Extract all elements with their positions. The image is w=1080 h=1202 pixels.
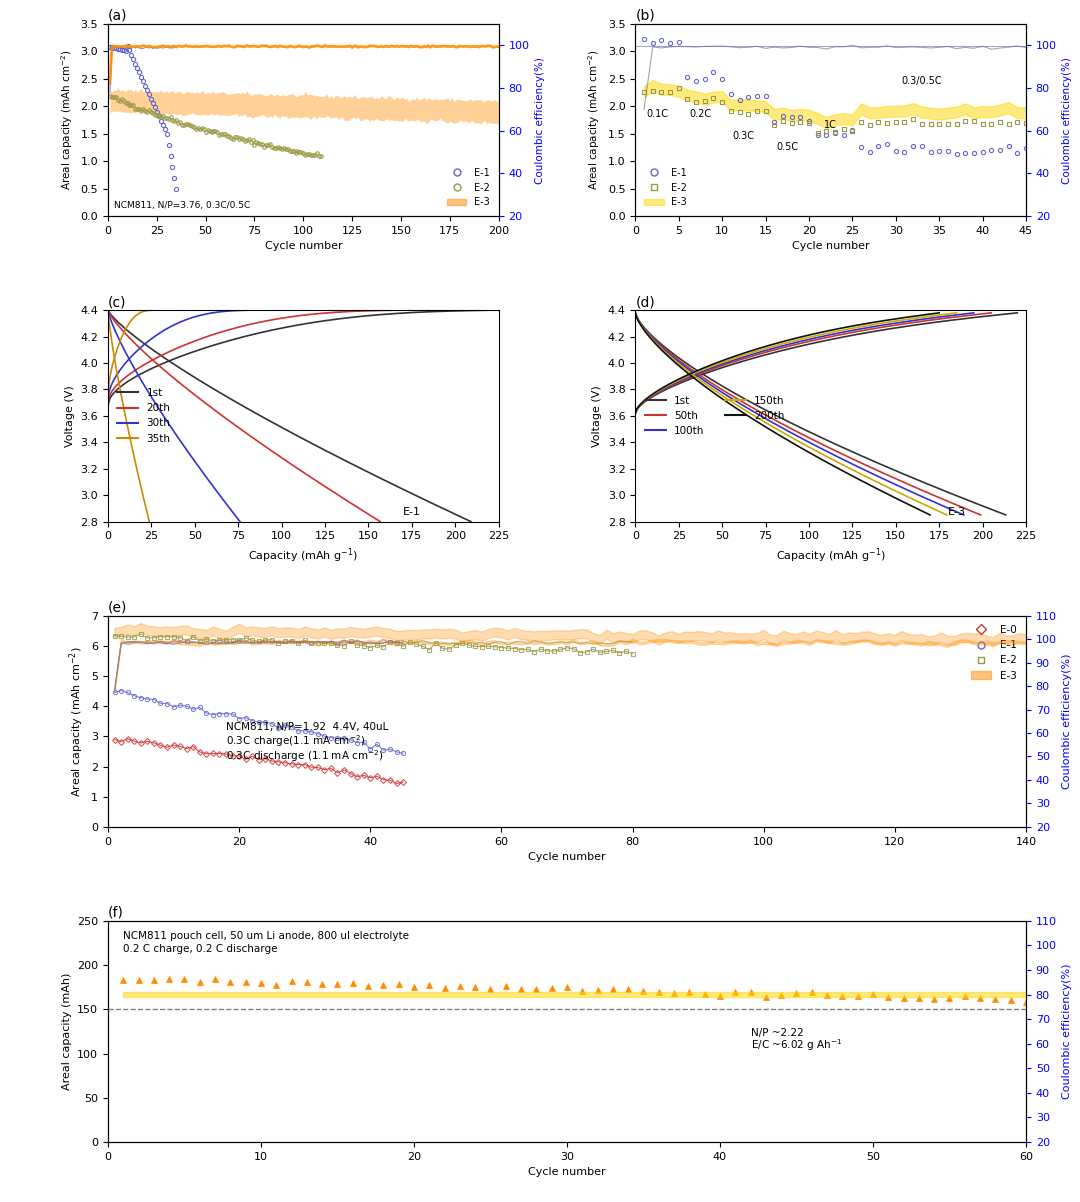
X-axis label: Cycle number: Cycle number (265, 242, 342, 251)
Text: 0.3C: 0.3C (733, 131, 755, 142)
Y-axis label: Areal capacity (mAh cm$^{-2}$): Areal capacity (mAh cm$^{-2}$) (59, 49, 75, 190)
Text: (b): (b) (635, 8, 656, 23)
Text: E/C ~6.02 g Ah$^{-1}$: E/C ~6.02 g Ah$^{-1}$ (751, 1037, 842, 1053)
Legend: E-1, E-2, E-3: E-1, E-2, E-3 (443, 163, 494, 212)
Text: (a): (a) (108, 8, 127, 23)
Y-axis label: Coulombic efficiency(%): Coulombic efficiency(%) (1063, 654, 1072, 789)
X-axis label: Cycle number: Cycle number (528, 1167, 606, 1177)
Y-axis label: Areal capacity (mAh cm$^{-2}$): Areal capacity (mAh cm$^{-2}$) (67, 645, 85, 797)
Legend: 1st, 20th, 30th, 35th: 1st, 20th, 30th, 35th (113, 383, 175, 448)
X-axis label: Cycle number: Cycle number (792, 242, 869, 251)
Legend: E-0, E-1, E-2, E-3: E-0, E-1, E-2, E-3 (967, 620, 1021, 685)
X-axis label: Capacity (mAh g$^{-1}$): Capacity (mAh g$^{-1}$) (775, 547, 886, 565)
Text: 0.3C discharge (1.1 mA cm$^{-2}$): 0.3C discharge (1.1 mA cm$^{-2}$) (226, 749, 383, 764)
Y-axis label: Coulombic efficiency(%): Coulombic efficiency(%) (535, 56, 545, 184)
Text: 0.3/0.5C: 0.3/0.5C (902, 77, 942, 87)
Y-axis label: Areal capacity (mAh cm$^{-2}$): Areal capacity (mAh cm$^{-2}$) (586, 49, 603, 190)
Text: (d): (d) (635, 294, 656, 309)
Y-axis label: Voltage (V): Voltage (V) (592, 385, 603, 447)
Text: NCM811, N/P=1.92  4.4V, 40uL: NCM811, N/P=1.92 4.4V, 40uL (226, 722, 389, 732)
Text: NCM811, N/P=3.76, 0.3C/0.5C: NCM811, N/P=3.76, 0.3C/0.5C (113, 201, 251, 210)
Text: 0.2C: 0.2C (689, 109, 712, 119)
Text: (f): (f) (108, 906, 124, 920)
Y-axis label: Voltage (V): Voltage (V) (65, 385, 75, 447)
Text: 0.1C: 0.1C (646, 109, 669, 119)
Text: 0.2 C charge, 0.2 C discharge: 0.2 C charge, 0.2 C discharge (123, 944, 278, 954)
Text: NCM811 pouch cell, 50 um Li anode, 800 ul electrolyte: NCM811 pouch cell, 50 um Li anode, 800 u… (123, 930, 409, 941)
Text: 1C: 1C (824, 120, 837, 130)
Text: E-1: E-1 (403, 507, 421, 517)
Legend: E-1, E-2, E-3: E-1, E-2, E-3 (640, 163, 691, 212)
Y-axis label: Coulombic efficiency(%): Coulombic efficiency(%) (1063, 964, 1072, 1099)
Text: 0.3C charge(1.1 mA cm$^{-2}$): 0.3C charge(1.1 mA cm$^{-2}$) (226, 733, 365, 749)
X-axis label: Cycle number: Cycle number (528, 852, 606, 862)
X-axis label: Capacity (mAh g$^{-1}$): Capacity (mAh g$^{-1}$) (248, 547, 359, 565)
Text: E-3: E-3 (947, 507, 966, 517)
Text: (c): (c) (108, 294, 126, 309)
Text: 0.5C: 0.5C (777, 142, 798, 153)
Legend: 1st, 50th, 100th, 150th, 200th: 1st, 50th, 100th, 150th, 200th (640, 392, 789, 440)
Y-axis label: Coulombic efficiency(%): Coulombic efficiency(%) (1063, 56, 1072, 184)
Text: N/P ~2.22: N/P ~2.22 (751, 1028, 804, 1037)
Text: (e): (e) (108, 601, 127, 614)
Y-axis label: Areal capacity (mAh): Areal capacity (mAh) (62, 972, 71, 1090)
